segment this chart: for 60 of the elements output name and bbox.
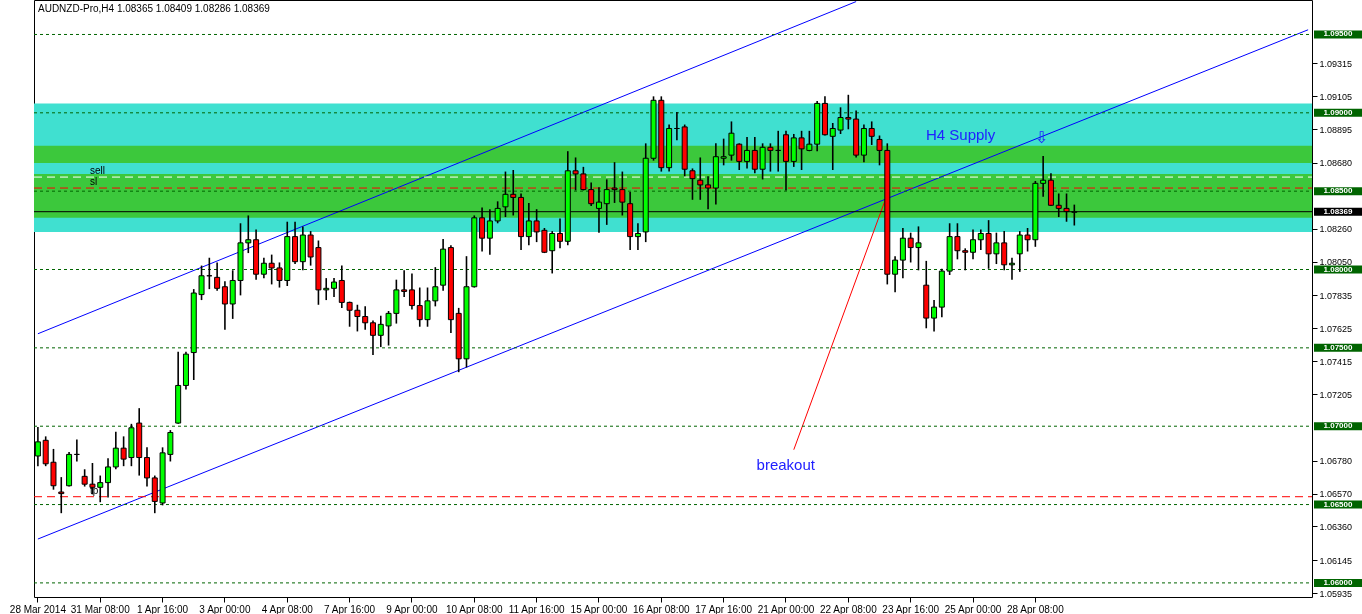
series-label: breakout: [756, 455, 816, 473]
candlestick: [408, 273, 415, 310]
band-label: H4 Supply: [925, 125, 996, 143]
x-tick-label: 1 Apr 16:00: [137, 603, 189, 614]
ref-line-label: 1.09500: [1323, 29, 1354, 39]
x-tick-label: 15 Apr 00:00: [570, 603, 628, 614]
ref-line-label: 1.06500: [1323, 499, 1354, 509]
candlestick: [744, 137, 751, 169]
y-tick-label: 1.06145: [1319, 555, 1353, 566]
candlestick: [720, 138, 727, 166]
ref-line-label: sl: [90, 176, 98, 188]
ref-line-label: sell: [90, 165, 106, 177]
candlestick: [221, 281, 228, 330]
x-tick-label: 21 Apr 00:00: [757, 603, 815, 614]
candlestick: [868, 121, 875, 145]
y-tick-label: 1.07205: [1319, 389, 1353, 400]
chart-title: AUDNZD-Pro,H4 1.08365 1.08409 1.08286 1.08369: [38, 3, 271, 14]
y-tick-label: 1.08260: [1319, 224, 1353, 235]
candlestick: [214, 262, 221, 291]
ref-line-label: 1.07500: [1323, 342, 1354, 352]
x-tick-label: 9 Apr 00:00: [386, 603, 438, 614]
x-tick-label: 16 Apr 08:00: [632, 603, 691, 614]
ref-line-label: 1.08369: [1323, 206, 1354, 216]
y-tick-label: 1.07415: [1319, 356, 1353, 367]
x-tick-label: 17 Apr 16:00: [695, 603, 753, 614]
candlestick: [557, 218, 564, 249]
y-tick-label: 1.05935: [1319, 588, 1353, 599]
candlestick: [970, 229, 977, 260]
x-tick-label: 28 Apr 08:00: [1007, 603, 1065, 614]
ref-line-label: 1.06000: [1323, 577, 1354, 587]
candlestick: [260, 257, 267, 279]
x-tick-label: 31 Mar 08:00: [70, 603, 131, 614]
x-tick-label: 25 Apr 00:00: [944, 603, 1002, 614]
y-tick-label: 1.07835: [1319, 290, 1353, 301]
y-tick-label: 1.08895: [1319, 124, 1353, 135]
x-tick-label: 7 Apr 16:00: [324, 603, 376, 614]
y-tick-label: 1.06780: [1319, 456, 1353, 467]
y-tick-label: 1.09315: [1319, 58, 1353, 69]
x-tick-label: 11 Apr 16:00: [508, 603, 566, 614]
candlestick: [899, 227, 906, 279]
candlestick: [634, 223, 641, 250]
y-tick-label: 1.09105: [1319, 91, 1353, 102]
x-tick-label: 22 Apr 08:00: [819, 603, 878, 614]
candlestick: [143, 447, 150, 487]
x-tick-label: 4 Apr 08:00: [261, 603, 314, 614]
candlestick: [931, 300, 938, 332]
candlestick: [105, 458, 112, 498]
x-tick-label: 3 Apr 00:00: [199, 603, 251, 614]
x-tick-label: 10 Apr 08:00: [445, 603, 504, 614]
x-tick-label: 28 Mar 2014: [9, 603, 67, 614]
ref-line-label: 1.09000: [1323, 107, 1354, 117]
y-tick-label: 1.06570: [1319, 489, 1353, 500]
candlestick: [892, 256, 899, 293]
y-tick-label: 1.08680: [1319, 158, 1353, 169]
x-tick-label: 23 Apr 16:00: [882, 603, 940, 614]
ref-line-label: 1.08500: [1323, 186, 1354, 196]
y-tick-label: 1.06360: [1319, 521, 1353, 532]
y-tick-label: 1.07625: [1319, 323, 1353, 334]
candlestick: [369, 320, 376, 355]
ref-line-label: 1.07000: [1323, 421, 1354, 431]
